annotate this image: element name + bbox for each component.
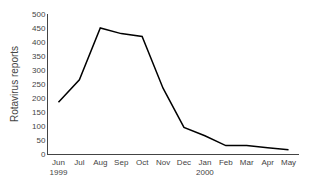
svg-text:450: 450 <box>32 24 46 33</box>
svg-text:Rotavirus reports: Rotavirus reports <box>9 46 20 122</box>
svg-text:Jun1999: Jun1999 <box>50 158 68 177</box>
svg-text:50: 50 <box>36 136 45 145</box>
svg-text:Nov: Nov <box>156 158 170 167</box>
svg-text:Oct: Oct <box>136 158 149 167</box>
svg-text:Aug: Aug <box>93 158 107 167</box>
svg-text:150: 150 <box>32 108 46 117</box>
svg-text:Sep: Sep <box>114 158 129 167</box>
svg-text:200: 200 <box>32 94 46 103</box>
svg-text:May: May <box>281 158 296 167</box>
svg-text:Jan2000: Jan2000 <box>196 158 214 177</box>
svg-text:100: 100 <box>32 122 46 131</box>
svg-text:0: 0 <box>41 150 46 159</box>
svg-text:Feb: Feb <box>219 158 233 167</box>
svg-text:300: 300 <box>32 66 46 75</box>
svg-text:Jul: Jul <box>74 158 84 167</box>
svg-text:500: 500 <box>32 10 46 19</box>
svg-text:350: 350 <box>32 52 46 61</box>
svg-text:250: 250 <box>32 80 46 89</box>
svg-text:Mar: Mar <box>240 158 254 167</box>
svg-text:Apr: Apr <box>261 158 274 167</box>
svg-text:400: 400 <box>32 38 46 47</box>
svg-text:Dec: Dec <box>177 158 191 167</box>
